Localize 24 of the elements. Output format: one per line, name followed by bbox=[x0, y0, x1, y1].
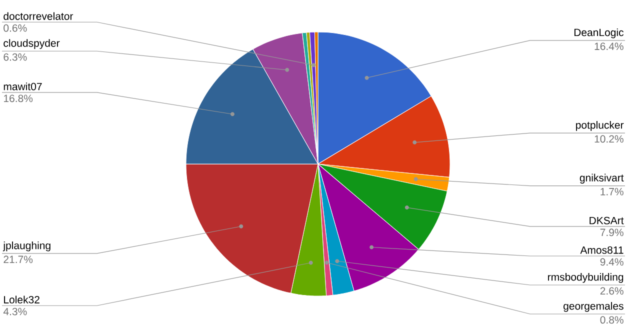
slice-label: potplucker bbox=[576, 121, 624, 131]
slice-label: Amos811 bbox=[580, 246, 624, 254]
data-label: 0.6% bbox=[4, 24, 27, 32]
slice-label: jplaughing bbox=[2, 241, 50, 252]
data-label: 2.6% bbox=[600, 287, 624, 295]
slice-label: cloudspyder bbox=[4, 39, 60, 49]
data-label: 21.7% bbox=[4, 256, 33, 264]
slice-label: DeanLogic bbox=[574, 28, 624, 38]
slice-label: DKSArt bbox=[590, 216, 624, 224]
data-label: 16.8% bbox=[4, 94, 33, 102]
slice-label: gniksivart bbox=[580, 174, 624, 184]
slice-label: Lolek32 bbox=[4, 296, 40, 304]
data-label: 7.9% bbox=[600, 228, 624, 236]
data-label: 1.7% bbox=[600, 188, 624, 196]
slice-label: rmsbodybuilding bbox=[548, 273, 624, 283]
data-label: 9.4% bbox=[600, 258, 624, 266]
data-label: 6.3% bbox=[4, 53, 27, 61]
slice-label: georgemales bbox=[564, 302, 624, 312]
slice-label: doctorrevelator bbox=[4, 12, 74, 20]
data-label: 0.8% bbox=[600, 316, 624, 324]
data-label: 4.3% bbox=[3, 308, 27, 316]
slice-label: mawit07 bbox=[4, 82, 42, 90]
data-label: 10.2% bbox=[594, 135, 624, 143]
data-label: 16.4% bbox=[594, 42, 624, 50]
